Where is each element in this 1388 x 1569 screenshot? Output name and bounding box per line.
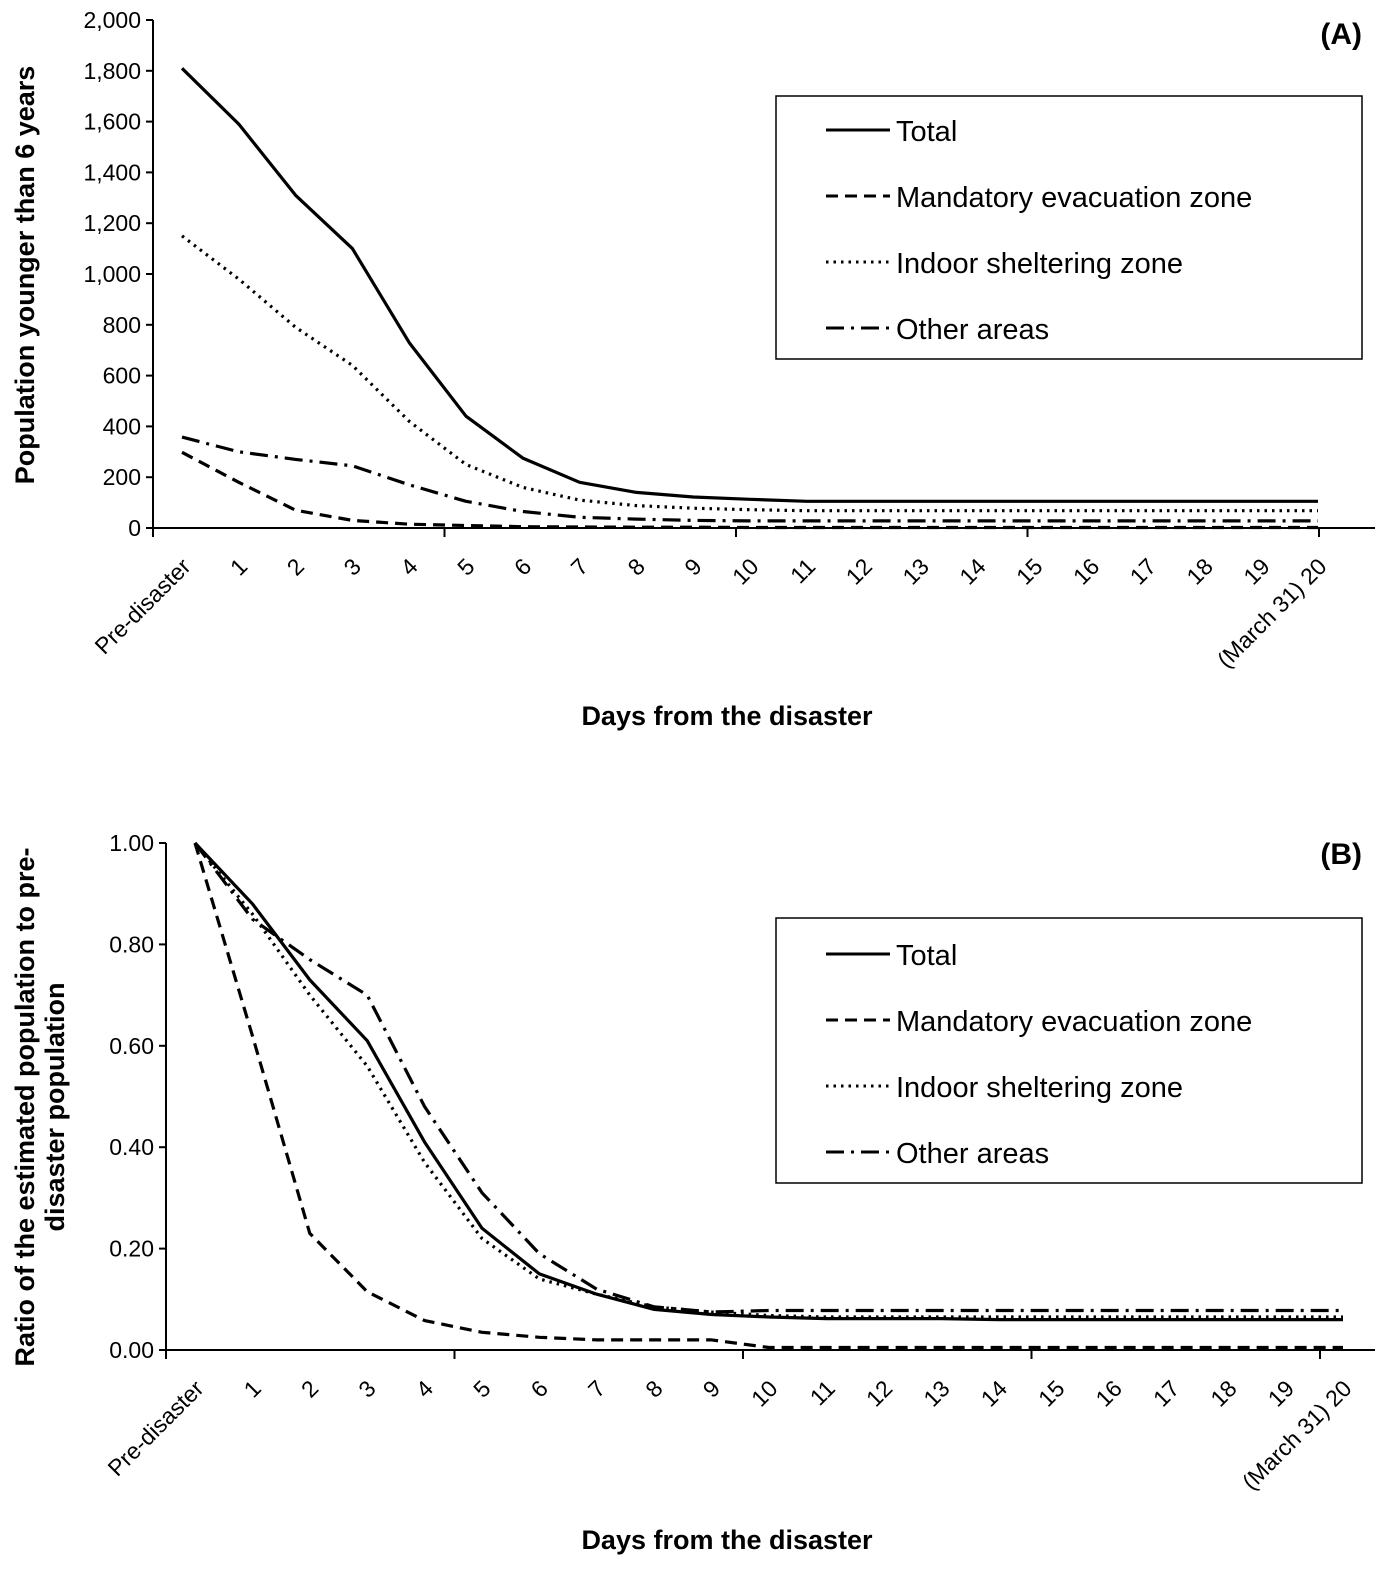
x-tick-label: 3 [353,1375,380,1402]
legend-label-mandatory: Mandatory evacuation zone [896,182,1252,214]
y-tick-label: 1,000 [83,261,141,287]
x-tick-label: 18 [1205,1375,1241,1411]
x-axis-title: Days from the disaster [581,701,873,731]
x-tick-label: 15 [1033,1375,1069,1411]
x-tick-label: 8 [640,1375,667,1402]
legend-box [775,95,1363,360]
x-tick-label: 19 [1263,1375,1299,1411]
series-line-total [180,67,1318,503]
panel-b-ratio-chart: 0.00 0.20 0.40 0.60 0.80 1.00 Pre-disaster 1 2 3… [0,780,1388,1564]
legend-label-other: Other areas [896,1138,1049,1170]
x-tick-label: 17 [1125,553,1161,589]
x-tick-label: 14 [976,1375,1013,1412]
series-line-total [193,841,1343,1322]
panel-label-a: (A) [1320,18,1362,51]
x-tick-label: 16 [1068,553,1104,589]
series-line-indoor-sheltering-zone [181,234,1318,513]
x-tick-label: 14 [954,553,991,590]
legend-label-mandatory: Mandatory evacuation zone [896,1006,1252,1038]
y-tick-label: 0.40 [109,1134,154,1160]
x-tick-label: 6 [509,553,536,580]
x-tick-label: 5 [468,1375,495,1402]
series-line-mandatory-evacuation-zone [193,842,1343,1350]
legend-label-indoor: Indoor sheltering zone [896,1072,1183,1104]
x-axis-title: Days from the disaster [581,1525,873,1555]
x-tick-label: 2 [282,553,309,580]
y-tick-label: 1,400 [83,159,141,185]
x-tick-label: 9 [679,553,706,580]
x-tick-label: Pre-disaster [89,553,195,659]
y-tick-label: 0.20 [109,1236,154,1262]
chart-a-series [180,67,1318,530]
y-axis-ticks: 0 200 400 600 800 1,000 1,200 1,400 1,600 1,800 2,… [83,7,153,541]
y-tick-label: 0.00 [109,1337,154,1363]
x-tick-label: 11 [785,553,820,588]
x-tick-label: 18 [1181,553,1217,589]
x-tick-label: 12 [841,553,877,589]
x-tick-label: 2 [296,1375,323,1402]
x-tick-label: 5 [452,553,479,580]
series-line-mandatory-evacuation-zone [181,450,1318,530]
x-tick-label: 9 [698,1375,725,1402]
y-tick-label: 0 [128,515,141,541]
y-tick-label: 1,200 [83,210,141,236]
x-tick-label: 10 [727,553,763,589]
x-tick-label: 13 [918,1375,954,1411]
x-tick-label: 19 [1238,553,1274,589]
y-tick-label: 0.60 [109,1033,154,1059]
y-tick-label: 2,000 [83,7,141,33]
y-tick-label: 400 [103,413,141,439]
legend-box [775,917,1363,1184]
y-axis-title-line-2: disaster population [40,982,70,1231]
y-axis-title: Ratio of the estimated population to pre… [10,848,70,1367]
legend-label-total: Total [896,940,957,972]
x-axis-ticks: Pre-disaster 1 2 3 4 5 6 7 8 9 10 11 12 13 14 15 16 17 18 1… [89,528,1332,673]
x-tick-label: 3 [339,553,366,580]
panel-label-b: (B) [1320,838,1362,871]
x-tick-label: 8 [623,553,650,580]
x-tick-label: 6 [526,1375,553,1402]
chart-b-canvas: 0.000.200.400.600.801.00 Pre-disaster 1 2 3… [10,830,1375,1555]
chart-b-series [193,841,1343,1350]
x-tick-label: 10 [746,1375,782,1411]
y-tick-label: 200 [103,464,141,490]
chart-a-canvas: 0 200 400 600 800 1,000 1,200 1,400 1,600 1,800 2,… [10,7,1375,731]
y-axis-title-line-1: Ratio of the estimated population to pre… [10,848,40,1367]
y-tick-label: 0.80 [109,931,154,957]
x-tick-label: 1 [225,553,252,580]
series-line-other-areas [193,842,1343,1314]
panel-a-population-chart: 0 200 400 600 800 1,000 1,200 1,400 1,600 1,800 2,… [0,0,1388,760]
y-axis-title: Population younger than 6 years [10,66,40,485]
x-tick-label: 16 [1090,1375,1126,1411]
x-tick-label: 7 [566,553,593,580]
x-tick-label: Pre-disaster [102,1375,208,1481]
x-tick-label: 7 [583,1375,610,1402]
legend-label-other: Other areas [896,314,1049,346]
x-tick-label: 17 [1148,1375,1184,1411]
x-tick-label: 11 [805,1375,840,1410]
x-tick-label: 4 [411,1375,439,1403]
legend-label-indoor: Indoor sheltering zone [896,248,1183,280]
legend-label-total: Total [896,116,957,148]
x-tick-label: 13 [897,553,933,589]
x-tick-label: 4 [395,553,423,581]
legend-b: Total Mandatory evacuation zone Indoor s… [775,917,1363,1184]
series-line-other-areas [181,435,1318,523]
y-tick-label: 600 [103,363,141,389]
y-tick-label: 800 [103,312,141,338]
x-tick-label: 12 [861,1375,897,1411]
x-axis-ticks: Pre-disaster 1 2 3 4 5 6 7 8 9 10 11 12 13 14 15 16 17 18 1… [102,1350,1357,1495]
y-tick-label: 1.00 [109,830,154,856]
y-tick-label: 1,600 [83,109,141,135]
legend-a: Total Mandatory evacuation zone Indoor s… [775,95,1363,360]
y-axis-ticks: 0.00 0.20 0.40 0.60 0.80 1.00 [109,830,166,1363]
y-tick-label: 1,800 [83,58,141,84]
x-tick-label: 1 [239,1375,266,1402]
x-tick-label: 15 [1011,553,1047,589]
